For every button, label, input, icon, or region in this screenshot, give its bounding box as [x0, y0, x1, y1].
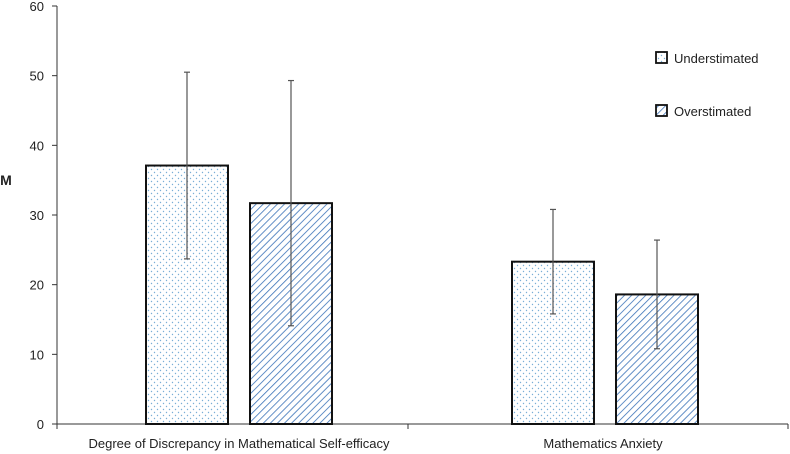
y-tick-label: 10: [30, 347, 44, 362]
error-bars: [184, 71, 660, 350]
y-tick-label: 20: [30, 278, 44, 293]
legend-label-overstimated: Overstimated: [674, 104, 751, 119]
x-category-label: Degree of Discrepancy in Mathematical Se…: [88, 436, 390, 451]
legend-label-understimated: Understimated: [674, 51, 759, 66]
x-category-label: Mathematics Anxiety: [543, 436, 663, 451]
legend: Understimated Overstimated: [655, 51, 759, 119]
y-tick-label: 60: [30, 0, 44, 14]
y-tick-label: 50: [30, 69, 44, 84]
bars: [145, 164, 699, 426]
y-axis-title: M: [0, 172, 12, 188]
y-tick-label: 0: [37, 417, 44, 432]
y-tick-label: 40: [30, 138, 44, 153]
legend-swatch-understimated: [655, 51, 668, 64]
y-tick-label: 30: [30, 208, 44, 223]
labels: 0 10 20 30 40 50 60 M Degree of Discrepancy in M…: [0, 0, 663, 451]
legend-swatch-overstimated: [655, 104, 668, 117]
